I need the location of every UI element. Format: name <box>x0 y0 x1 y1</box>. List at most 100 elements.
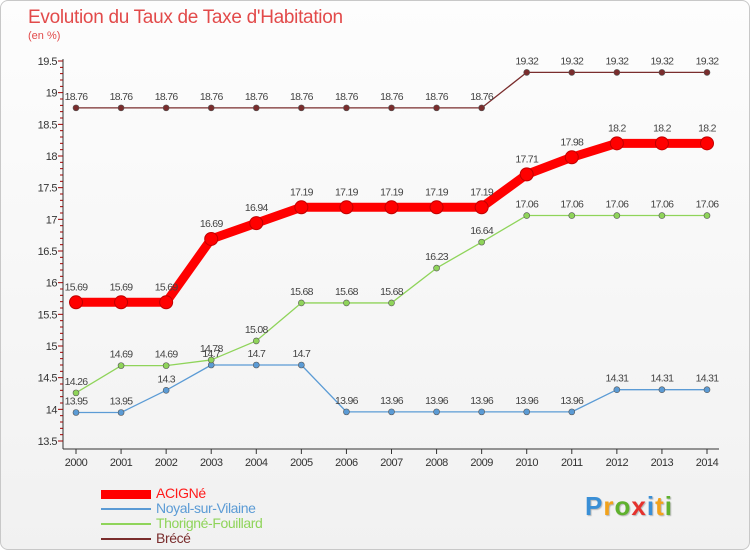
data-label: 13.96 <box>470 395 494 407</box>
data-point <box>252 337 260 345</box>
data-label: 13.96 <box>380 395 404 407</box>
data-label: 15.69 <box>65 281 89 293</box>
data-point <box>433 408 440 416</box>
data-label: 13.96 <box>515 395 539 407</box>
x-tick-label: 2007 <box>380 457 403 469</box>
data-point <box>658 386 666 394</box>
data-label: 18.76 <box>290 91 314 103</box>
data-label: 19.32 <box>515 55 539 67</box>
data-point <box>703 386 711 394</box>
data-point <box>568 212 576 219</box>
data-label: 18.76 <box>200 91 224 103</box>
x-tick-label: 2001 <box>110 457 133 469</box>
data-point <box>703 212 711 219</box>
y-tick-label: 18 <box>46 151 58 163</box>
y-tick-label: 16.5 <box>38 246 58 258</box>
data-label: 16.64 <box>470 225 494 237</box>
data-point <box>72 409 80 416</box>
data-point <box>613 69 621 76</box>
data-label: 17.06 <box>515 199 539 211</box>
x-tick-label: 2010 <box>515 457 538 469</box>
x-tick-label: 2002 <box>155 457 178 469</box>
data-point <box>117 104 125 112</box>
y-tick-label: 19 <box>46 88 58 100</box>
y-tick-label: 15 <box>46 341 58 353</box>
data-point <box>72 104 80 112</box>
legend-label: Brécé <box>156 530 191 546</box>
chart-subtitle: (en %) <box>28 30 61 42</box>
data-point <box>568 69 576 76</box>
data-label: 13.95 <box>110 396 134 408</box>
data-label: 14.3 <box>157 373 175 385</box>
data-label: 13.96 <box>560 395 584 407</box>
y-tick-label: 19.5 <box>38 56 58 68</box>
data-label: 13.95 <box>65 396 89 408</box>
x-tick-label: 2006 <box>335 457 358 469</box>
data-label: 18.76 <box>110 91 134 103</box>
x-tick-label: 2005 <box>290 457 313 469</box>
data-label: 18.2 <box>698 122 716 134</box>
data-point <box>658 69 666 76</box>
data-point <box>294 200 309 215</box>
data-label: 17.19 <box>335 186 359 198</box>
y-tick-label: 15.5 <box>38 309 58 321</box>
data-label: 17.71 <box>515 153 539 165</box>
data-label: 19.32 <box>560 55 584 67</box>
data-label: 14.31 <box>696 373 720 385</box>
data-point <box>700 136 714 151</box>
data-label: 14.31 <box>651 373 675 385</box>
y-tick-label: 13.5 <box>38 436 58 448</box>
data-point <box>72 389 80 397</box>
data-label: 14.26 <box>65 376 89 388</box>
data-point <box>474 200 489 215</box>
data-point <box>343 408 350 416</box>
data-point <box>162 362 170 369</box>
legend-label: Noyal-sur-Vilaine <box>156 500 256 516</box>
y-tick-label: 17 <box>46 214 58 226</box>
x-tick-label: 2003 <box>200 457 223 469</box>
x-tick-label: 2011 <box>561 457 583 469</box>
data-label: 18.76 <box>335 91 359 103</box>
data-point <box>478 104 485 112</box>
data-point <box>69 295 83 310</box>
data-label: 15.68 <box>380 286 404 298</box>
x-tick-label: 2000 <box>65 457 88 469</box>
data-label: 15.69 <box>155 281 179 293</box>
data-label: 18.76 <box>470 91 494 103</box>
data-point <box>433 104 440 112</box>
legend-swatch <box>101 523 151 525</box>
data-label: 13.96 <box>425 395 449 407</box>
data-label: 16.94 <box>245 202 269 214</box>
data-label: 18.76 <box>425 91 449 103</box>
data-point <box>523 69 531 76</box>
data-point <box>564 150 579 165</box>
data-label: 18.2 <box>653 122 671 134</box>
y-tick-label: 17.5 <box>38 183 58 195</box>
data-label: 18.2 <box>608 122 626 134</box>
data-label: 15.08 <box>245 324 269 336</box>
data-point <box>658 212 666 219</box>
data-point <box>613 386 621 394</box>
data-point <box>568 408 576 416</box>
data-point <box>703 69 711 76</box>
data-label: 17.06 <box>560 199 584 211</box>
data-label: 19.32 <box>696 55 720 67</box>
data-point <box>654 136 669 151</box>
data-point <box>433 264 440 272</box>
legend-label: ACIGNé <box>156 485 206 501</box>
data-point <box>388 408 395 416</box>
data-point <box>478 238 485 246</box>
x-tick-label: 2013 <box>651 457 674 469</box>
data-point <box>298 104 305 112</box>
y-tick-label: 14.5 <box>38 373 58 385</box>
x-tick-label: 2008 <box>425 457 448 469</box>
proxiti-logo: Proxiti <box>585 491 673 521</box>
data-label: 15.68 <box>290 286 314 298</box>
data-point <box>249 216 264 231</box>
data-label: 17.06 <box>696 199 720 211</box>
data-point <box>339 200 354 215</box>
data-label: 17.98 <box>560 136 584 148</box>
data-label: 14.7 <box>202 348 220 360</box>
data-point <box>252 104 260 112</box>
